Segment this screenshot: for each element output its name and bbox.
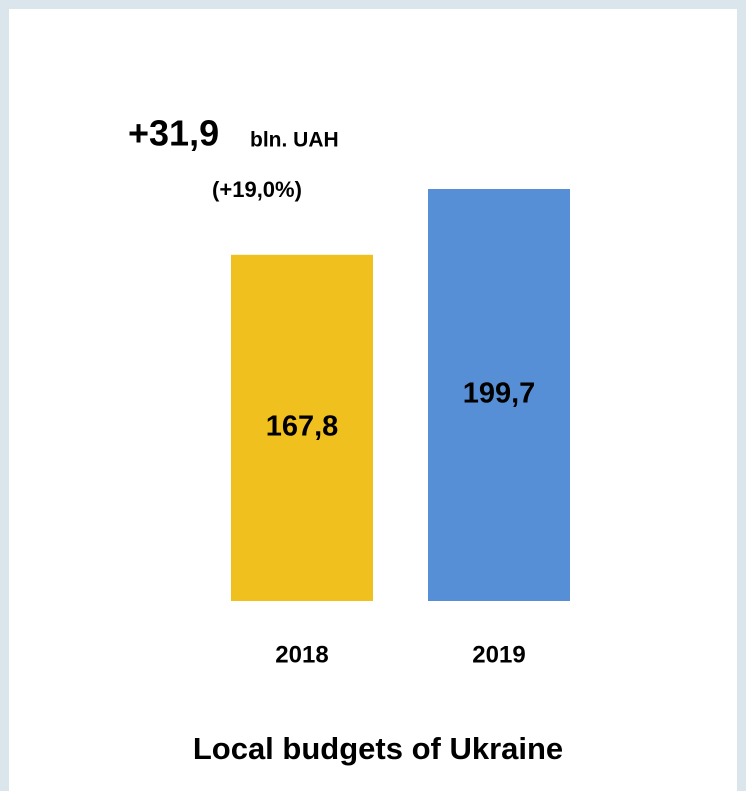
x-tick-label: 2018 — [275, 641, 328, 668]
value-label: 199,7 — [463, 378, 536, 410]
annotation-change: +31,9 — [128, 113, 219, 154]
bar — [428, 189, 570, 601]
annotation-percent: (+19,0%) — [212, 177, 302, 202]
bar — [231, 254, 373, 601]
chart-title: Local budgets of Ukraine — [193, 731, 563, 766]
value-label: 167,8 — [266, 411, 339, 443]
annotation-unit: bln. UAH — [250, 129, 339, 152]
x-tick-label: 2019 — [472, 641, 525, 668]
